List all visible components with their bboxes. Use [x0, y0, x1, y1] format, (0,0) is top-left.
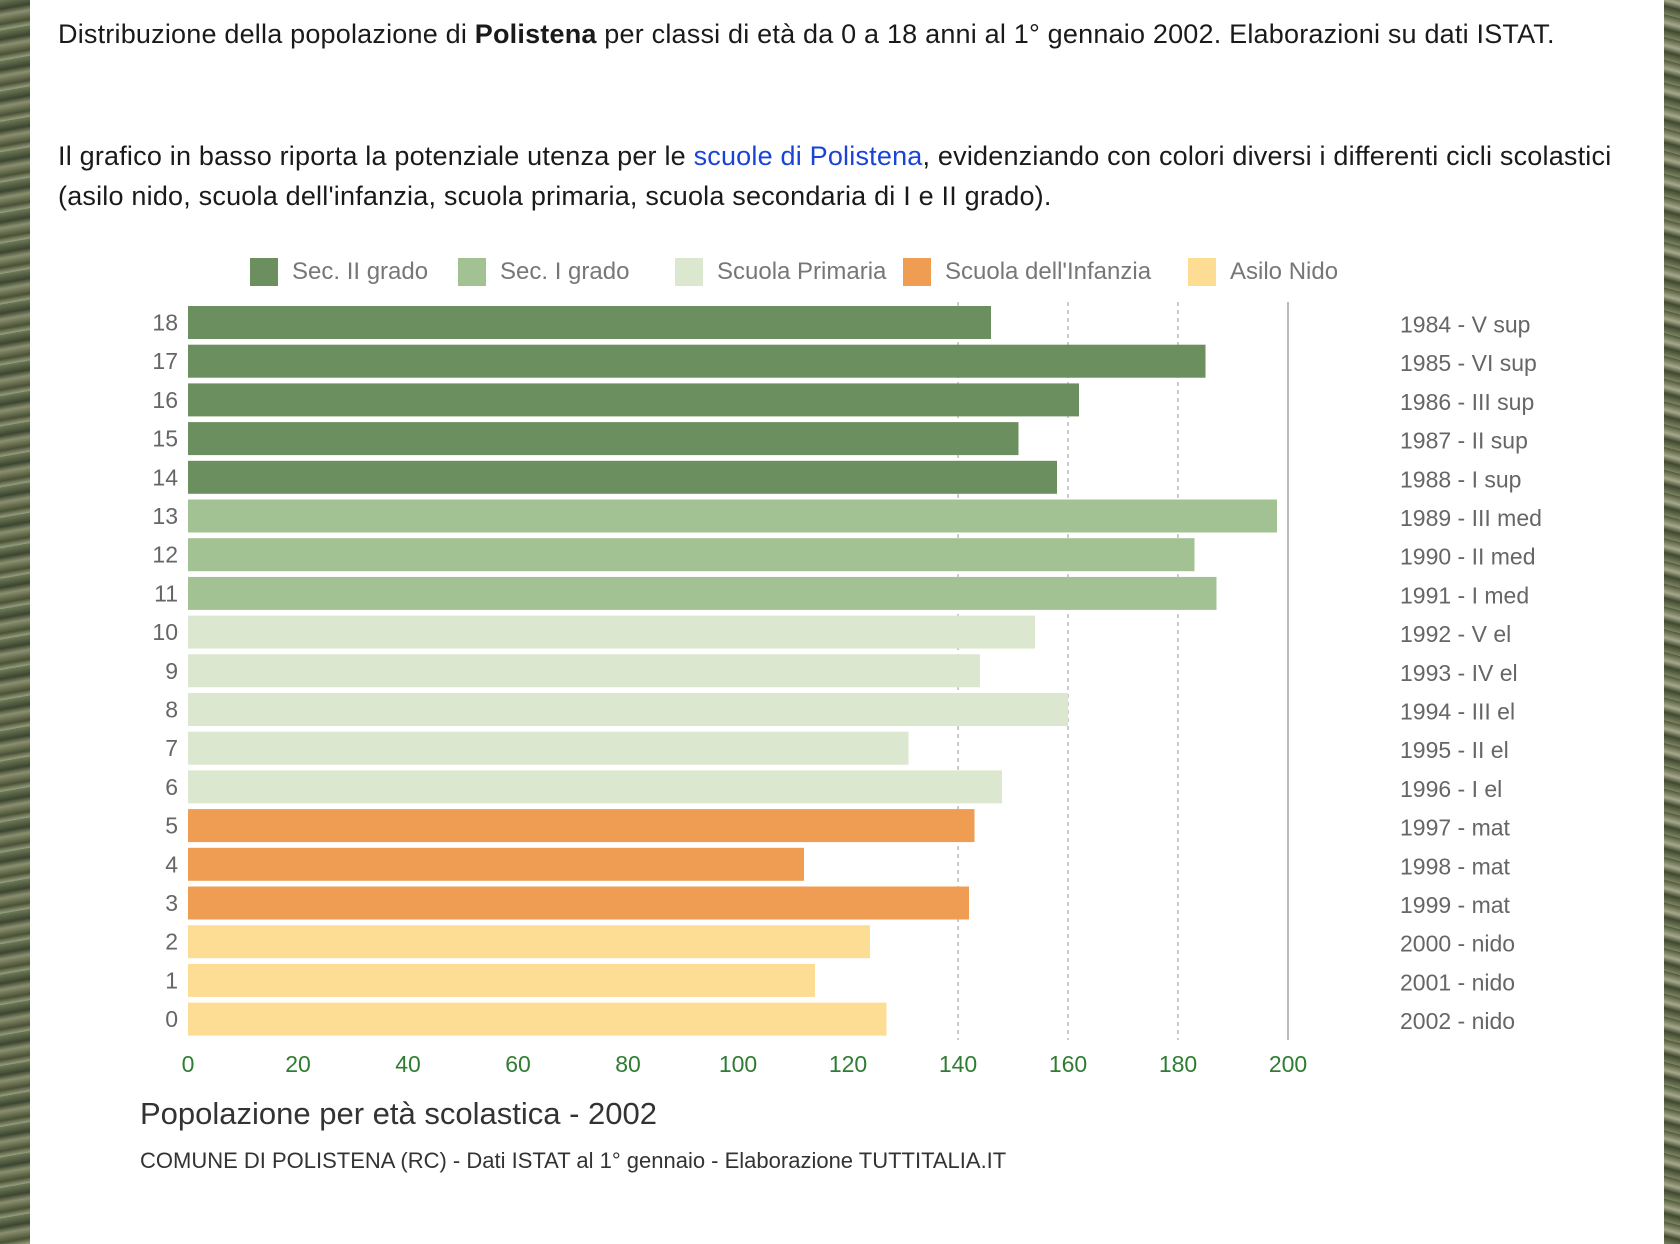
age-label: 16 [152, 387, 178, 413]
x-tick-label: 160 [1049, 1051, 1087, 1077]
legend-swatch [458, 258, 486, 286]
x-tick-label: 140 [939, 1051, 977, 1077]
year-label: 1994 - III el [1400, 699, 1515, 725]
age-label: 8 [165, 697, 178, 723]
year-label: 1996 - I el [1400, 776, 1502, 802]
legend-label: Sec. II grado [292, 258, 428, 285]
x-tick-label: 40 [395, 1051, 421, 1077]
bar [188, 422, 1019, 456]
age-label: 0 [165, 1006, 178, 1032]
legend-swatch [903, 258, 931, 286]
bar [188, 538, 1195, 572]
year-label: 1999 - mat [1400, 892, 1511, 918]
bar [188, 615, 1035, 649]
intro-text: , evidenziando con colori diversi i diff… [58, 141, 1612, 211]
content-panel: Distribuzione della popolazione di Polis… [30, 0, 1664, 1244]
bar [188, 731, 909, 765]
age-label: 3 [165, 890, 178, 916]
age-label: 6 [165, 774, 178, 800]
bar [188, 576, 1217, 610]
age-label: 13 [152, 503, 178, 529]
x-tick-label: 200 [1269, 1051, 1307, 1077]
intro-text: Distribuzione della popolazione di [58, 19, 475, 49]
chart-caption: COMUNE DI POLISTENA (RC) - Dati ISTAT al… [140, 1148, 1006, 1173]
age-label: 15 [152, 426, 178, 452]
x-axis-labels: 0 20 40 60 80 100 120 140 160 180 200 [182, 1051, 1308, 1077]
age-label: 17 [152, 348, 178, 374]
year-label: 1993 - IV el [1400, 660, 1518, 686]
legend-swatch [1188, 258, 1216, 286]
map-background-right [1664, 0, 1680, 1244]
chart-legend: Sec. II grado Sec. I grado Scuola Primaria… [250, 258, 1338, 286]
age-label: 2 [165, 929, 178, 955]
bar [188, 693, 1068, 726]
age-label: 11 [154, 580, 178, 606]
bar [188, 383, 1079, 417]
age-label: 1 [165, 967, 178, 993]
legend-swatch [250, 258, 278, 286]
map-background-left [0, 0, 30, 1244]
age-label: 4 [165, 851, 178, 877]
legend-swatch [675, 258, 703, 286]
age-label: 7 [165, 735, 178, 761]
chart-bars [188, 306, 1277, 1036]
chart-title: Popolazione per età scolastica - 2002 [140, 1096, 657, 1131]
bar [188, 654, 980, 688]
year-label: 1989 - III med [1400, 505, 1542, 531]
bar [188, 306, 991, 339]
legend-label: Asilo Nido [1230, 258, 1338, 285]
year-label: 1990 - II med [1400, 544, 1536, 570]
bar [188, 344, 1206, 378]
town-name: Polistena [474, 19, 597, 49]
bar [188, 925, 870, 959]
age-label: 10 [152, 619, 178, 645]
schools-link[interactable]: scuole di Polistena [693, 141, 923, 171]
bar [188, 460, 1057, 494]
legend-label: Sec. I grado [500, 258, 629, 285]
x-tick-label: 100 [719, 1051, 757, 1077]
age-label: 12 [152, 542, 178, 568]
bar [188, 886, 969, 920]
age-label: 14 [152, 464, 178, 490]
year-label: 1995 - II el [1400, 737, 1509, 763]
year-label: 1987 - II sup [1400, 428, 1528, 454]
legend-label: Scuola dell'Infanzia [945, 258, 1152, 285]
year-label: 2002 - nido [1400, 1008, 1515, 1034]
year-label: 1998 - mat [1400, 853, 1511, 879]
intro-paragraph-2: Il grafico in basso riporta la potenzial… [58, 136, 1648, 216]
x-tick-label: 20 [285, 1051, 311, 1077]
intro-paragraph-1: Distribuzione della popolazione di Polis… [58, 14, 1648, 54]
year-label: 1984 - V sup [1400, 312, 1530, 338]
x-tick-label: 80 [615, 1051, 641, 1077]
age-label: 5 [165, 813, 178, 839]
x-tick-label: 0 [182, 1051, 195, 1077]
intro-text: per classi di età da 0 a 18 anni al 1° g… [596, 19, 1555, 49]
bar [188, 499, 1277, 533]
year-label: 1986 - III sup [1400, 389, 1534, 415]
year-label: 2000 - nido [1400, 931, 1515, 957]
year-label: 1992 - V el [1400, 621, 1511, 647]
bar [188, 770, 1002, 804]
year-label: 1985 - VI sup [1400, 350, 1537, 376]
intro-text: Il grafico in basso riporta la potenzial… [58, 141, 694, 171]
year-label: 1988 - I sup [1400, 466, 1521, 492]
bar [188, 809, 975, 843]
legend-label: Scuola Primaria [717, 258, 887, 285]
year-label: 2001 - nido [1400, 969, 1515, 995]
population-chart: Sec. II grado Sec. I grado Scuola Primaria… [140, 258, 1542, 1173]
year-label: 1991 - I med [1400, 582, 1529, 608]
age-label: 9 [165, 658, 178, 684]
bar [188, 963, 815, 997]
year-label: 1997 - mat [1400, 815, 1511, 841]
age-label: 18 [152, 310, 178, 336]
bar [188, 1002, 887, 1036]
x-tick-label: 180 [1159, 1051, 1197, 1077]
bar [188, 847, 804, 881]
x-tick-label: 120 [829, 1051, 867, 1077]
x-tick-label: 60 [505, 1051, 531, 1077]
year-labels: 1984 - V sup 1985 - VI sup 1986 - III sup 1… [1400, 312, 1542, 1035]
